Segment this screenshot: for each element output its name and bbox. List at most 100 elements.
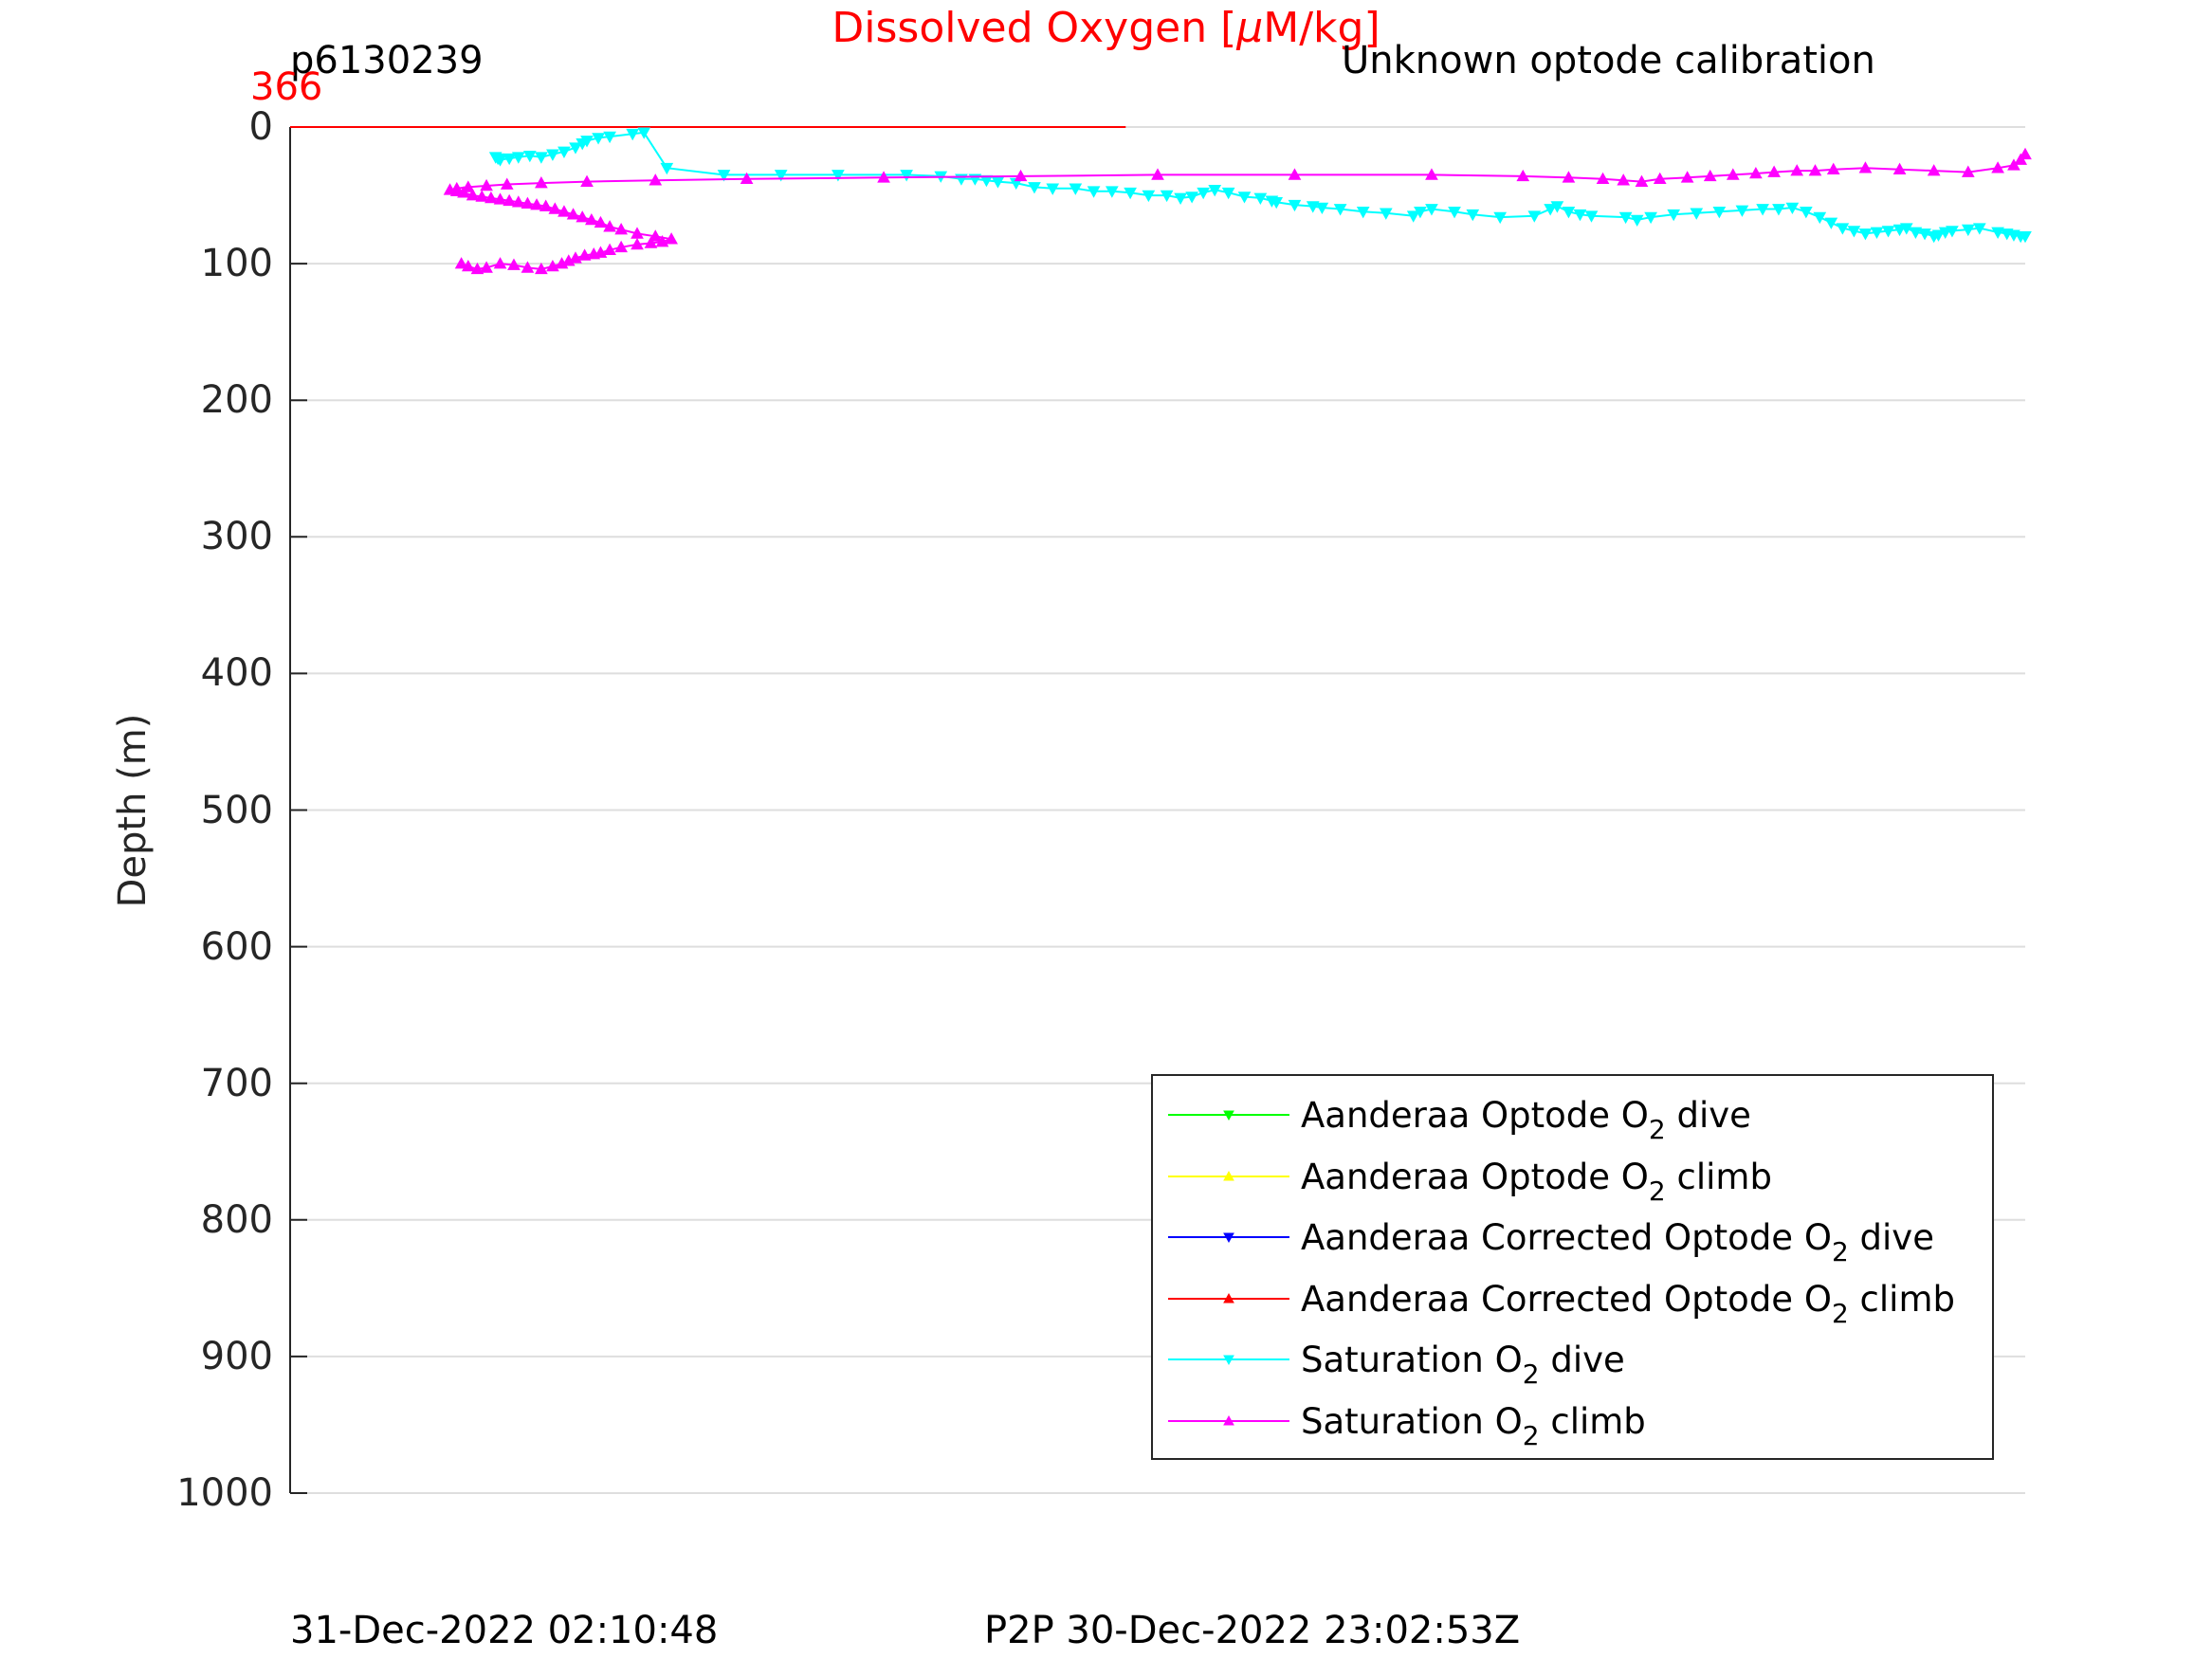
data-point	[1667, 209, 1681, 222]
data-point	[1931, 229, 1946, 242]
data-point	[1703, 169, 1717, 182]
data-point	[1448, 207, 1461, 219]
data-point	[1237, 191, 1252, 204]
data-point	[580, 136, 594, 148]
legend-label: Aanderaa Optode O2 climb	[1301, 1156, 1772, 1207]
data-point	[603, 131, 616, 144]
data-point	[1680, 171, 1694, 183]
data-point	[1772, 204, 1785, 216]
data-point	[493, 257, 507, 269]
data-point	[740, 172, 754, 185]
data-point	[1858, 228, 1873, 241]
footer-timestamp: 31-Dec-2022 02:10:48	[290, 1609, 719, 1652]
data-point	[592, 133, 605, 145]
data-point	[1356, 207, 1370, 219]
data-point	[832, 170, 845, 182]
data-point	[1617, 173, 1631, 186]
data-point	[2019, 147, 2032, 160]
data-point	[1644, 211, 1657, 225]
legend-swatch	[1168, 1110, 1289, 1121]
data-point	[614, 223, 628, 235]
data-point	[1961, 224, 1975, 237]
data-point	[877, 171, 890, 183]
series-line	[449, 154, 2026, 270]
data-point	[1618, 211, 1633, 225]
chart-title: Dissolved Oxygen [μM/kg]	[832, 4, 1380, 52]
y-tick-label: 600	[200, 924, 273, 969]
data-point	[507, 258, 521, 270]
legend-label: Saturation O2 dive	[1301, 1340, 1625, 1390]
data-point	[665, 232, 678, 245]
data-point	[503, 193, 517, 207]
data-point	[1406, 210, 1420, 223]
data-point	[1630, 214, 1644, 228]
data-point	[1046, 183, 1060, 195]
glider-id: p6130239	[290, 39, 484, 82]
data-point	[631, 237, 644, 250]
data-point	[1124, 187, 1137, 200]
data-point	[1961, 165, 1975, 177]
data-point	[1493, 211, 1508, 225]
data-point	[1799, 207, 1813, 219]
data-point	[717, 170, 731, 182]
data-point	[1836, 223, 1850, 235]
data-point	[511, 152, 525, 164]
data-point	[1790, 164, 1804, 176]
data-point	[511, 195, 525, 208]
data-point	[449, 181, 464, 194]
data-point	[1014, 169, 1028, 182]
data-point	[1174, 192, 1187, 205]
legend-label: Aanderaa Corrected Optode O2 climb	[1301, 1278, 1955, 1329]
legend-swatch	[1168, 1414, 1289, 1425]
legend-entry: Saturation O2 dive	[1153, 1334, 1992, 1391]
data-point	[1425, 168, 1438, 180]
data-point	[546, 149, 559, 161]
data-point	[569, 142, 582, 155]
data-point	[1767, 165, 1781, 177]
series-1	[488, 127, 2032, 244]
data-point	[503, 153, 517, 166]
data-point	[1749, 166, 1763, 179]
data-point	[480, 178, 493, 191]
data-point	[454, 257, 468, 269]
data-point	[1028, 182, 1041, 194]
y-tick-label: 700	[200, 1061, 273, 1105]
data-point	[626, 128, 640, 141]
data-point	[1087, 186, 1101, 198]
data-point	[644, 236, 658, 248]
data-point	[1253, 192, 1268, 205]
data-point	[1069, 183, 1083, 195]
data-point	[1197, 187, 1211, 200]
legend-swatch	[1168, 1170, 1289, 1180]
data-point	[1881, 226, 1895, 238]
data-point	[1185, 191, 1198, 204]
data-point	[1425, 204, 1438, 216]
data-point	[1516, 169, 1530, 182]
data-point	[1288, 168, 1302, 180]
data-point	[637, 127, 651, 139]
data-point	[1946, 226, 1959, 238]
y-tick-label: 800	[200, 1197, 273, 1242]
data-point	[461, 180, 475, 192]
data-point	[1160, 190, 1174, 203]
data-point	[1208, 184, 1222, 197]
legend-entry: Aanderaa Corrected Optode O2 climb	[1153, 1273, 1992, 1330]
data-point	[1808, 164, 1822, 176]
data-point	[900, 170, 913, 182]
data-point	[539, 199, 553, 211]
data-point	[493, 192, 507, 205]
data-point	[1899, 223, 1913, 235]
y-tick-label: 300	[200, 515, 273, 559]
legend-entry: Aanderaa Optode O2 dive	[1153, 1089, 1992, 1146]
data-point	[1288, 199, 1302, 212]
data-point	[1466, 209, 1480, 222]
y-tick-label: 1000	[176, 1471, 273, 1515]
data-point	[1735, 205, 1749, 217]
legend-entry: Aanderaa Optode O2 climb	[1153, 1151, 1992, 1208]
data-point	[493, 155, 507, 167]
data-point	[577, 248, 592, 261]
data-point	[660, 162, 674, 175]
data-point	[521, 261, 535, 273]
data-point	[1653, 172, 1667, 185]
